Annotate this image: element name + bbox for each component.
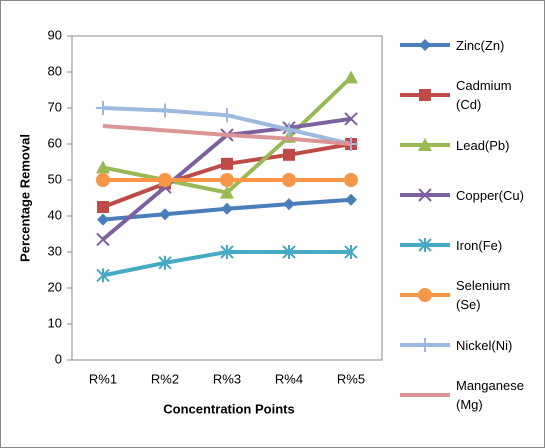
point [282,122,296,137]
legend-marker [418,238,432,252]
legend-label: Copper(Cu) [456,187,524,203]
point [96,173,110,187]
legend-label: Nickel(Ni) [456,337,513,353]
x-tick-label: R%2 [151,371,179,386]
point [96,232,110,247]
legend-marker [419,89,431,101]
y-tick-label: 60 [48,135,62,150]
y-axis-title: Percentage Removal [17,134,32,262]
point [220,185,234,199]
legend-marker [418,288,432,302]
point [158,255,172,270]
legend-marker [418,188,432,202]
y-tick-label: 10 [48,315,62,330]
point [221,157,233,170]
point [344,70,358,84]
y-tick-label: 0 [55,351,62,366]
y-tick-label: 90 [48,27,62,42]
series-line [102,124,352,146]
point [158,103,172,118]
y-tick-label: 30 [48,243,62,258]
y-tick-label: 40 [48,207,62,222]
point [96,268,110,283]
y-tick-label: 20 [48,279,62,294]
point [221,202,233,215]
legend-marker [418,138,432,151]
point [282,173,296,187]
x-tick-label: R%1 [89,371,117,386]
legend-label: Iron(Fe) [456,237,503,253]
point [344,173,358,187]
point [159,208,171,221]
point [220,108,234,123]
point [344,245,358,259]
point [220,173,234,187]
point [345,193,357,206]
legend-marker [419,39,431,51]
x-tick-label: R%5 [337,371,365,386]
point [96,101,110,115]
point [283,148,295,161]
legend-label: Cadmium (Cd) [456,78,512,112]
legend-label: Manganese (Mg) [456,378,524,412]
x-tick-label: R%4 [275,371,303,386]
point [220,245,234,259]
point [344,112,358,126]
x-axis-title: Concentration Points [163,401,294,416]
point [97,213,109,226]
point [97,201,109,213]
y-tick-label: 70 [48,99,62,114]
point [158,173,172,187]
point [282,245,296,259]
plot-area [71,35,383,361]
legend-label: Lead(Pb) [456,137,510,153]
point [283,198,295,211]
legend-marker [418,338,432,352]
x-tick-label: R%3 [213,371,241,386]
y-tick-label: 80 [48,63,62,78]
y-tick-label: 50 [48,171,62,186]
legend-label: Selenium (Se) [456,278,511,312]
point [96,160,110,174]
legend-label: Zinc(Zn) [456,37,505,53]
